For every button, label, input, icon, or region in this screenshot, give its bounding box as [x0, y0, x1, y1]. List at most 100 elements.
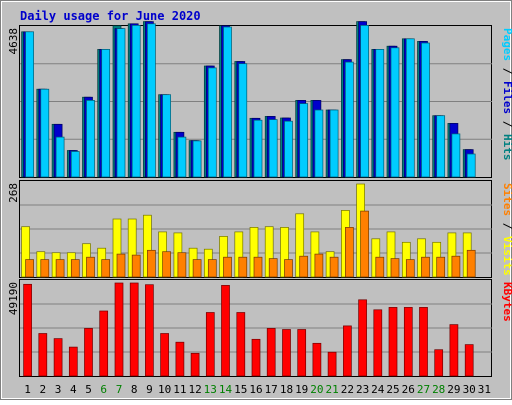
- bar-sites-day-2: [40, 259, 50, 278]
- bar-sites-day-15: [238, 256, 248, 278]
- bar-pages-day-25: [390, 47, 400, 178]
- bar-pages-day-9: [147, 23, 156, 178]
- bar-pages-day-7: [116, 28, 126, 178]
- bar-pages-day-22: [345, 61, 354, 178]
- bar-pages-day-2: [40, 88, 50, 178]
- legend-part: /: [501, 61, 512, 81]
- x-label-day-22: 22: [341, 383, 354, 396]
- bar-kbytes-day-11: [175, 341, 185, 377]
- bar-kbytes-day-6: [99, 310, 109, 377]
- bar-sites-day-18: [284, 259, 293, 278]
- bar-kbytes-day-9: [145, 284, 154, 377]
- x-label-day-12: 12: [188, 383, 201, 396]
- y-max-label-kbytes: 49190: [7, 282, 20, 315]
- bar-sites-day-13: [207, 259, 217, 278]
- bar-pages-day-10: [162, 94, 171, 178]
- bar-pages-day-23: [360, 25, 369, 178]
- x-label-day-20: 20: [310, 383, 323, 396]
- legend-part: /: [501, 114, 512, 134]
- bar-sites-day-17: [268, 258, 278, 278]
- x-label-day-23: 23: [356, 383, 369, 396]
- bar-sites-day-1: [25, 259, 34, 278]
- x-label-day-29: 29: [447, 383, 460, 396]
- legend-part: Hits: [501, 134, 512, 161]
- legend-part: Sites: [501, 183, 512, 216]
- bar-sites-day-3: [55, 259, 65, 278]
- x-label-day-11: 11: [173, 383, 186, 396]
- legend-part: Pages: [501, 28, 512, 61]
- bar-kbytes-day-14: [221, 285, 230, 377]
- legend-part: /: [501, 216, 512, 236]
- x-label-day-16: 16: [249, 383, 262, 396]
- bar-pages-day-30: [466, 153, 476, 178]
- x-axis-labels: 1 2 3 4 5 6 7 8 9 10 11 12 13 14 15 16 17 18 19 20 21 22 23 24 2…: [24, 383, 491, 396]
- bar-kbytes-day-23: [358, 299, 367, 377]
- legend-part: Files: [501, 81, 512, 114]
- bar-sites-day-21: [329, 256, 339, 278]
- legend-label-hits-files-pages: Pages / Files / Hits: [501, 28, 512, 161]
- x-label-day-6: 6: [100, 383, 107, 396]
- chart-bars: [20, 21, 492, 377]
- bar-pages-day-17: [268, 119, 278, 178]
- legend-part: Visits: [501, 236, 512, 276]
- bar-sites-day-7: [116, 253, 126, 278]
- bar-sites-day-12: [192, 259, 202, 278]
- bar-sites-day-6: [101, 259, 111, 278]
- bar-kbytes-day-28: [434, 349, 444, 377]
- bar-pages-day-16: [253, 119, 263, 178]
- bar-kbytes-day-7: [114, 282, 124, 377]
- bar-kbytes-day-19: [297, 329, 307, 377]
- bar-pages-day-24: [375, 49, 385, 178]
- bar-sites-day-25: [390, 258, 400, 278]
- x-label-day-14: 14: [219, 383, 233, 396]
- bar-pages-day-4: [70, 151, 80, 178]
- bar-kbytes-day-22: [343, 325, 352, 377]
- x-label-day-3: 3: [55, 383, 62, 396]
- x-label-day-9: 9: [146, 383, 153, 396]
- bar-pages-day-19: [299, 103, 309, 178]
- bar-sites-day-11: [177, 252, 187, 278]
- x-label-day-8: 8: [131, 383, 138, 396]
- bar-kbytes-day-8: [129, 282, 139, 377]
- bar-sites-day-27: [421, 256, 430, 278]
- bar-kbytes-day-26: [403, 307, 413, 377]
- x-label-day-31: 31: [478, 383, 491, 396]
- x-label-day-24: 24: [371, 383, 385, 396]
- x-label-day-19: 19: [295, 383, 308, 396]
- bar-kbytes-day-13: [205, 312, 215, 377]
- bar-kbytes-day-21: [327, 351, 337, 377]
- chart-title: Daily usage for June 2020: [20, 9, 201, 23]
- x-label-day-4: 4: [70, 383, 77, 396]
- x-label-day-2: 2: [39, 383, 46, 396]
- bar-pages-day-11: [177, 136, 187, 178]
- bar-pages-day-5: [86, 100, 95, 178]
- bar-kbytes-day-5: [84, 328, 93, 377]
- bar-pages-day-12: [192, 140, 202, 178]
- legend-label-visits-sites: Sites / Visits: [501, 183, 512, 276]
- outer-border-light: [1, 1, 511, 399]
- bar-sites-day-19: [299, 255, 309, 278]
- bar-sites-day-16: [253, 256, 263, 278]
- bar-kbytes-day-1: [23, 283, 32, 377]
- bar-sites-day-4: [70, 259, 80, 278]
- bar-sites-day-5: [86, 256, 95, 278]
- bar-kbytes-day-24: [373, 309, 383, 377]
- bar-kbytes-day-10: [160, 333, 169, 377]
- x-label-day-18: 18: [280, 383, 293, 396]
- bar-pages-day-6: [101, 49, 111, 178]
- bar-kbytes-day-25: [388, 307, 398, 377]
- x-label-day-15: 15: [234, 383, 247, 396]
- bar-kbytes-day-18: [282, 329, 291, 377]
- bar-pages-day-28: [436, 115, 446, 178]
- x-label-day-30: 30: [463, 383, 476, 396]
- x-label-day-21: 21: [325, 383, 338, 396]
- bar-pages-day-29: [451, 133, 461, 178]
- bar-pages-day-1: [25, 31, 34, 178]
- x-label-day-10: 10: [158, 383, 171, 396]
- bar-kbytes-day-29: [449, 324, 459, 377]
- x-label-day-1: 1: [24, 383, 31, 396]
- bar-sites-day-20: [314, 253, 324, 278]
- x-label-day-26: 26: [402, 383, 415, 396]
- bar-sites-day-28: [436, 256, 446, 278]
